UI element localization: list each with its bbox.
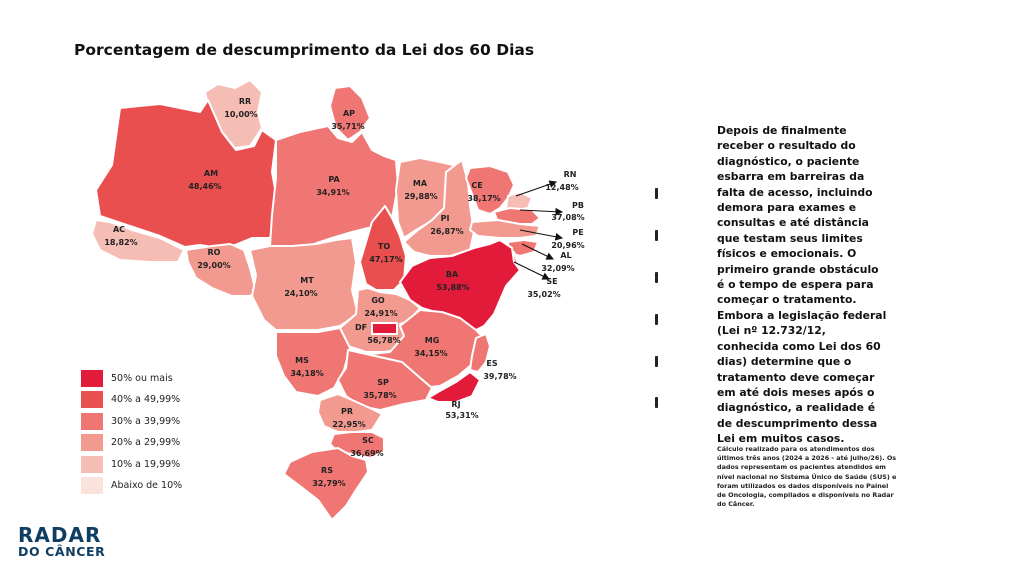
state-value-sc: 36,69%	[350, 449, 383, 458]
state-value-mg: 34,15%	[414, 349, 447, 358]
state-code-rj: RJ	[451, 400, 460, 409]
state-code-ro: RO	[208, 248, 221, 257]
state-code-mg: MG	[425, 336, 440, 345]
state-value-rs: 32,79%	[312, 479, 345, 488]
state-code-sc: SC	[362, 436, 374, 445]
callout-arrow	[513, 261, 550, 280]
state-value-ma: 29,88%	[404, 192, 437, 201]
legend-label: 30% a 39,99%	[111, 415, 181, 427]
state-df	[371, 322, 398, 335]
legend-item: 20% a 29,99%	[81, 434, 182, 452]
state-code-sp: SP	[377, 378, 389, 387]
legend-label: Abaixo de 10%	[111, 480, 183, 492]
callout-arrow	[515, 180, 558, 197]
state-code-ba: BA	[446, 270, 459, 279]
legend: 50% ou mais 40% a 49,99% 30% a 39,99% 20…	[81, 369, 182, 499]
state-pe	[469, 219, 541, 239]
state-code-se: SE	[546, 277, 557, 286]
legend-swatch	[81, 412, 103, 430]
state-value-ac: 18,82%	[104, 238, 137, 247]
state-rs	[283, 447, 369, 521]
footnote-text: Cálculo realizado para os atendimentos d…	[717, 445, 897, 509]
state-code-pe: PE	[572, 228, 583, 237]
state-code-to: TO	[378, 242, 390, 251]
legend-swatch	[81, 477, 103, 495]
state-value-rr: 10,00%	[224, 110, 257, 119]
callout-arrow	[521, 243, 554, 260]
state-value-pb: 37,08%	[551, 213, 584, 222]
state-value-pe: 20,96%	[551, 241, 584, 250]
state-value-pi: 26,87%	[430, 227, 463, 236]
state-code-pr: PR	[341, 407, 353, 416]
legend-item: Abaixo de 10%	[81, 477, 182, 495]
state-value-mt: 24,10%	[284, 289, 317, 298]
state-value-sp: 35,78%	[363, 391, 396, 400]
state-ap	[329, 85, 371, 141]
callout-arrow	[519, 229, 564, 241]
state-code-am: AM	[204, 169, 218, 178]
description-text: Depois de finalmente receber o resultado…	[717, 124, 887, 446]
legend-item: 10% a 19,99%	[81, 455, 182, 473]
state-value-es: 39,78%	[483, 372, 516, 381]
state-code-rr: RR	[239, 97, 251, 106]
state-pr	[317, 393, 383, 433]
legend-swatch	[81, 455, 103, 473]
logo-line-2: DO CÂNCER	[18, 544, 106, 559]
state-code-pb: PB	[572, 201, 584, 210]
state-value-ce: 38,17%	[467, 194, 500, 203]
state-value-al: 32,09%	[541, 264, 574, 273]
state-value-df: 56,78%	[367, 336, 400, 345]
state-code-es: ES	[486, 359, 497, 368]
state-ac	[91, 219, 185, 263]
state-value-ap: 35,71%	[331, 122, 364, 131]
legend-label: 20% a 29,99%	[111, 437, 181, 449]
state-code-rs: RS	[321, 466, 333, 475]
state-ms	[275, 327, 351, 397]
state-ce	[465, 165, 515, 215]
state-code-df: DF	[355, 323, 367, 332]
legend-swatch	[81, 369, 103, 387]
state-value-ba: 53,88%	[436, 283, 469, 292]
state-value-se: 35,02%	[527, 290, 560, 299]
page-title: Porcentagem de descumprimento da Lei dos…	[74, 41, 535, 59]
state-code-ma: MA	[413, 179, 428, 188]
state-code-pa: PA	[328, 175, 340, 184]
state-code-ce: CE	[471, 181, 482, 190]
state-sp	[337, 349, 433, 411]
state-value-rj: 53,31%	[445, 411, 478, 420]
state-value-pa: 34,91%	[316, 188, 349, 197]
legend-swatch	[81, 391, 103, 409]
state-code-mt: MT	[300, 276, 314, 285]
dashed-divider	[655, 188, 659, 408]
callout-arrow	[519, 207, 564, 216]
state-value-go: 24,91%	[364, 309, 397, 318]
state-code-pi: PI	[441, 214, 450, 223]
legend-label: 50% ou mais	[111, 372, 173, 384]
state-value-am: 48,46%	[188, 182, 221, 191]
state-es	[469, 333, 491, 373]
legend-item: 30% a 39,99%	[81, 412, 182, 430]
state-code-rn: RN	[564, 170, 577, 179]
legend-swatch	[81, 434, 103, 452]
logo-line-1: RADAR	[18, 523, 102, 547]
legend-item: 50% ou mais	[81, 369, 182, 387]
state-code-ap: AP	[343, 109, 355, 118]
state-rj	[427, 371, 481, 403]
state-value-ro: 29,00%	[197, 261, 230, 270]
state-value-to: 47,17%	[369, 255, 402, 264]
legend-label: 10% a 19,99%	[111, 458, 181, 470]
state-value-rn: 12,48%	[545, 183, 578, 192]
state-code-ms: MS	[295, 356, 309, 365]
state-value-ms: 34,18%	[290, 369, 323, 378]
radar-do-cancer-logo: RADAR DO CÂNCER	[18, 525, 105, 559]
state-code-go: GO	[371, 296, 385, 305]
legend-label: 40% a 49,99%	[111, 394, 181, 406]
legend-item: 40% a 49,99%	[81, 391, 182, 409]
state-code-al: AL	[560, 251, 571, 260]
state-ro	[185, 243, 257, 297]
state-value-pr: 22,95%	[332, 420, 365, 429]
state-code-ac: AC	[113, 225, 125, 234]
